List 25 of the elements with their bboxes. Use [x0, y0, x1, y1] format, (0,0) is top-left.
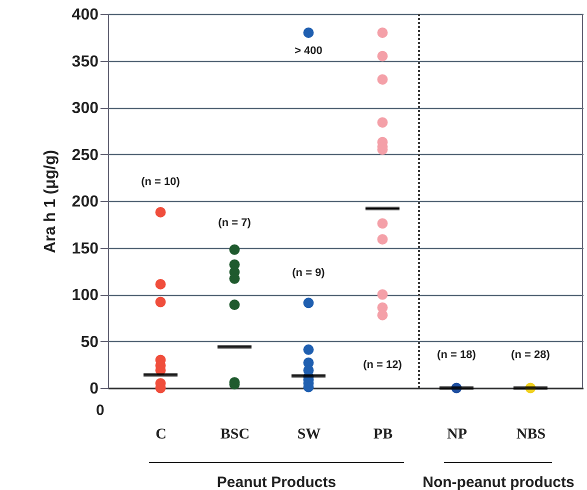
x-tick-label: SW: [297, 426, 321, 442]
x-tick-label: C: [156, 426, 166, 442]
x-tick-label: NBS: [516, 426, 546, 442]
annotation: (n = 18): [437, 349, 476, 361]
x-tick-label: PB: [373, 426, 393, 442]
y-tick-label: 350: [72, 53, 99, 70]
y-tick-label: 250: [72, 146, 99, 164]
annotation: (n = 28): [511, 349, 550, 361]
y-tick-label: 150: [72, 240, 99, 258]
y-tick-label: 100: [72, 287, 99, 304]
x-tick-label: BSC: [220, 426, 250, 442]
y-tick-label: 400: [72, 6, 99, 24]
y-tick-label: 0: [90, 380, 99, 398]
annotation: (n = 9): [292, 267, 325, 279]
y-tick-label: 200: [72, 194, 99, 210]
text: Peanut Products: [216, 474, 336, 490]
y-tick-label: 300: [72, 100, 99, 117]
y-tick-label: 50: [80, 334, 99, 351]
y-axis-title: Ara h 1 (μg/g): [42, 150, 59, 254]
annotation: > 400: [294, 45, 322, 57]
annotation: (n = 10): [141, 176, 180, 188]
annotation: (n = 7): [218, 217, 251, 229]
x-tick-label: NP: [446, 426, 467, 442]
text: Non-peanut products: [422, 474, 574, 490]
annotation: (n = 12): [363, 359, 402, 371]
